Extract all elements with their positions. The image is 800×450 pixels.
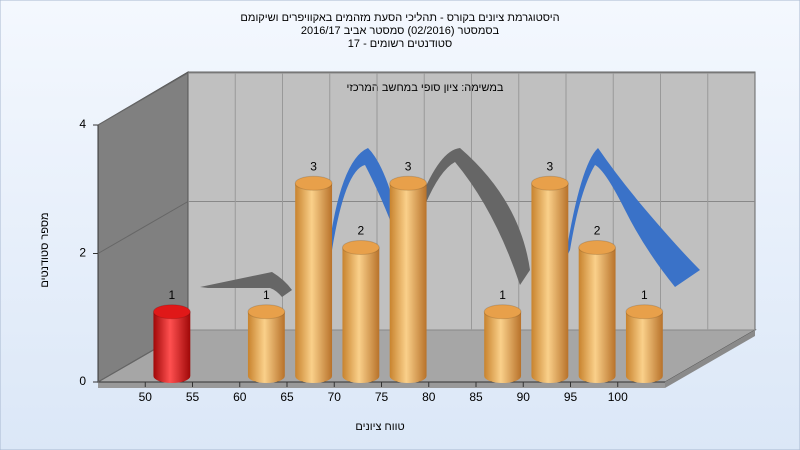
- grid-line: [97, 201, 189, 254]
- bar: [578, 247, 616, 383]
- x-tick-label: 75: [375, 390, 389, 404]
- data-label: 1: [641, 288, 648, 302]
- data-label: 2: [358, 224, 365, 238]
- x-tick-label: 70: [328, 390, 342, 404]
- x-axis-label: טווח ציונים: [355, 421, 404, 433]
- floor-edge: [665, 330, 755, 388]
- bar-top: [483, 304, 522, 320]
- data-label: 3: [405, 159, 412, 173]
- x-tick-label: 55: [186, 390, 200, 404]
- data-label: 1: [263, 288, 270, 302]
- data-label: 3: [310, 159, 317, 173]
- y-axis-label: מספר סטודנטים: [39, 212, 51, 287]
- bar-top: [247, 304, 286, 320]
- x-tick-label: 80: [422, 390, 436, 404]
- bar-top: [294, 175, 333, 191]
- annotation: במשימה: ציון סופי במחשב המרכזי: [347, 82, 504, 94]
- x-tick-label: 95: [564, 390, 578, 404]
- data-label: 2: [594, 224, 601, 238]
- y-tick-label: 4: [79, 117, 86, 131]
- bar: [389, 183, 427, 383]
- chart-subtitle: בסמסטר (02/2016) סמסטר אביב 2016/17: [301, 25, 500, 37]
- data-label: 3: [547, 159, 554, 173]
- x-tick-label: 60: [233, 390, 247, 404]
- x-tick-label: 65: [280, 390, 294, 404]
- x-tick-label: 90: [517, 390, 531, 404]
- y-tick-label: 2: [79, 246, 86, 260]
- x-tick-label: 100: [608, 390, 628, 404]
- data-label: 1: [169, 288, 176, 302]
- bar: [295, 183, 333, 383]
- bar: [531, 183, 569, 383]
- bar: [342, 247, 380, 383]
- grid-line: [97, 72, 189, 126]
- x-tick-label: 85: [469, 390, 483, 404]
- chart-subtitle: סטודנטים רשומים - 17: [348, 38, 452, 50]
- bar-top: [578, 240, 617, 255]
- bar-top: [152, 304, 191, 320]
- data-label: 1: [499, 288, 506, 302]
- bar: [247, 311, 285, 383]
- bar-top: [341, 240, 380, 255]
- bar: [484, 311, 522, 383]
- bar: [153, 311, 191, 383]
- bar-top: [530, 175, 569, 191]
- chart-title: היסטוגרמת ציונים בקורס - תהליכי הסעת מזה…: [240, 11, 559, 24]
- distribution-ribbon: [200, 148, 700, 297]
- bar-top: [389, 175, 428, 191]
- x-tick-label: 50: [139, 390, 153, 404]
- bar: [625, 311, 663, 383]
- bar-top: [625, 304, 664, 320]
- y-tick-label: 0: [79, 374, 86, 388]
